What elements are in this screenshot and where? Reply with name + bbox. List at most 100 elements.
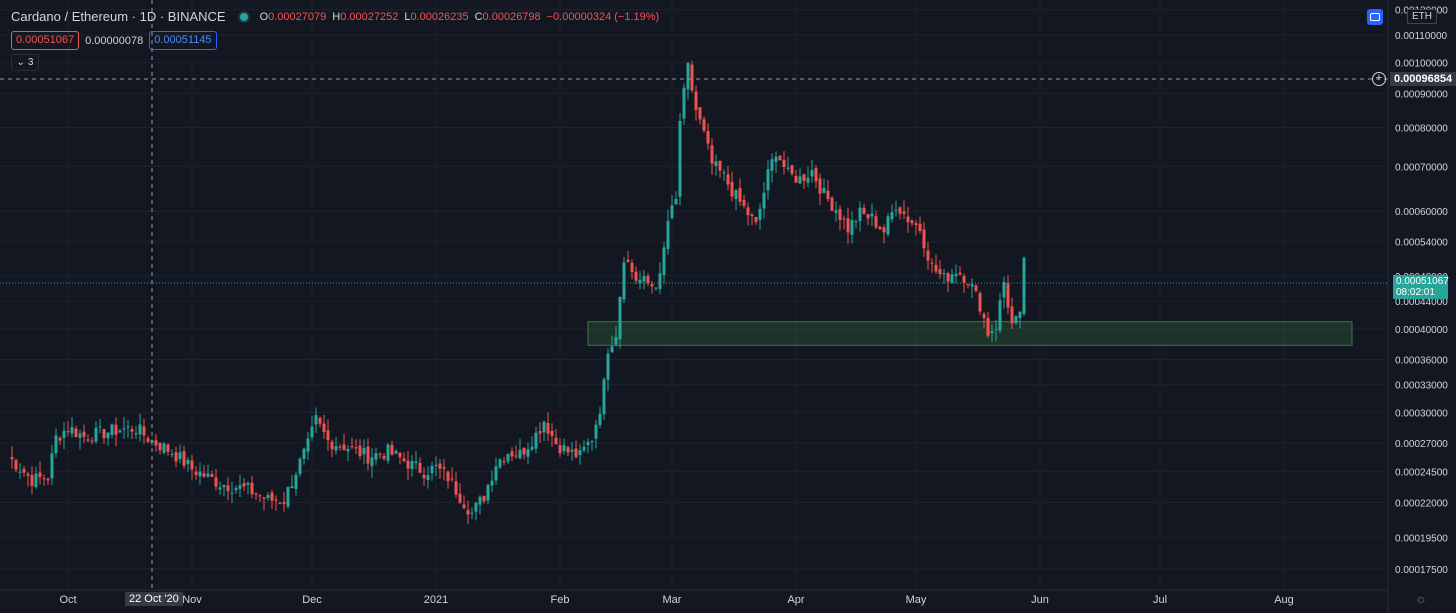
candle xyxy=(446,470,450,489)
candle xyxy=(550,423,554,447)
candle-body xyxy=(126,426,130,428)
candle xyxy=(566,445,570,456)
candle xyxy=(986,311,990,339)
candle-body xyxy=(146,438,150,442)
candle xyxy=(310,415,314,441)
window-icon xyxy=(1370,13,1380,21)
candle-body xyxy=(94,427,98,442)
fullscreen-toggle-button[interactable] xyxy=(1367,9,1383,25)
candle xyxy=(734,188,738,210)
candle xyxy=(714,154,718,176)
candle xyxy=(950,268,954,284)
candle xyxy=(358,439,362,460)
candle xyxy=(178,444,182,464)
candle xyxy=(542,420,546,441)
candle xyxy=(670,194,674,220)
candle xyxy=(110,423,114,439)
candle xyxy=(890,204,894,223)
symbol-title[interactable]: Cardano / Ethereum · 1D · BINANCE xyxy=(11,9,226,24)
candle xyxy=(394,448,398,455)
candle xyxy=(242,478,246,492)
candle-body xyxy=(830,197,834,211)
candle-body xyxy=(850,220,854,235)
candle-body xyxy=(318,417,322,424)
candle xyxy=(994,319,998,342)
time-tick-label: May xyxy=(906,594,927,606)
candle-body xyxy=(886,216,890,235)
candle-body xyxy=(770,159,774,171)
candle xyxy=(182,445,186,469)
candle xyxy=(578,444,582,465)
candle xyxy=(270,489,274,510)
price-tick-label: 0.00080000 xyxy=(1395,124,1448,135)
candle xyxy=(194,465,198,480)
market-status-dot[interactable] xyxy=(239,12,248,21)
candle xyxy=(854,219,858,229)
price-tick-label: 0.00100000 xyxy=(1395,59,1448,70)
candle xyxy=(918,216,922,234)
candle xyxy=(290,474,294,489)
candle-body xyxy=(454,481,458,495)
candle-body xyxy=(746,207,750,216)
candle-body xyxy=(690,64,694,91)
plus-icon[interactable]: + xyxy=(1372,72,1386,86)
candle xyxy=(1010,297,1014,329)
candle-body xyxy=(774,156,778,163)
candle-body xyxy=(298,458,302,474)
candle-body xyxy=(898,207,902,214)
candle-body xyxy=(310,426,314,438)
candle-body xyxy=(398,452,402,458)
candle-body xyxy=(762,192,766,209)
candle xyxy=(834,201,838,222)
buy-price-button[interactable]: 0.00051145 xyxy=(149,31,217,50)
candle xyxy=(878,225,882,230)
candle xyxy=(246,481,250,495)
candle xyxy=(546,412,550,442)
candle-body xyxy=(490,480,494,486)
candle-body xyxy=(422,474,426,479)
candle-body xyxy=(974,285,978,291)
candle-body xyxy=(550,430,554,436)
candle xyxy=(530,436,534,452)
candle xyxy=(34,466,38,489)
candle-body xyxy=(586,441,590,445)
candle xyxy=(58,436,62,445)
candle xyxy=(754,216,758,225)
candle xyxy=(646,273,650,287)
candle xyxy=(282,491,286,512)
last-price-label: 0.00051067 08:02:01 xyxy=(1393,275,1449,299)
candle xyxy=(946,271,950,293)
price-tick-label: 0.00033000 xyxy=(1395,381,1448,392)
candle xyxy=(866,214,870,226)
candle xyxy=(618,296,622,349)
currency-label[interactable]: ETH xyxy=(1407,9,1437,24)
candle xyxy=(966,283,970,289)
crosshair-date-label: 22 Oct '20 xyxy=(125,592,183,606)
candle xyxy=(190,455,194,480)
candle xyxy=(894,200,898,217)
candle-body xyxy=(170,453,174,455)
candle-body xyxy=(510,451,514,457)
candle-body xyxy=(950,274,954,284)
sell-price-button[interactable]: 0.00051067 xyxy=(11,31,80,50)
candle xyxy=(822,178,826,194)
candle-body xyxy=(554,437,558,445)
candle-body xyxy=(606,353,610,380)
candle-body xyxy=(858,207,862,222)
candle xyxy=(406,451,410,480)
candle xyxy=(18,463,22,479)
candle-body xyxy=(998,300,1002,331)
candle xyxy=(442,459,446,481)
candle-body xyxy=(270,492,274,501)
candle-body xyxy=(514,455,518,457)
candle xyxy=(938,260,942,279)
candle xyxy=(622,256,626,304)
gear-icon[interactable]: ☼ xyxy=(1415,591,1427,606)
candle-body xyxy=(626,259,630,262)
candle-body xyxy=(686,63,690,90)
candle xyxy=(762,181,766,219)
indicators-toggle-button[interactable]: ⌄ 3 xyxy=(11,54,39,71)
candle xyxy=(586,438,590,454)
candle xyxy=(10,446,14,469)
